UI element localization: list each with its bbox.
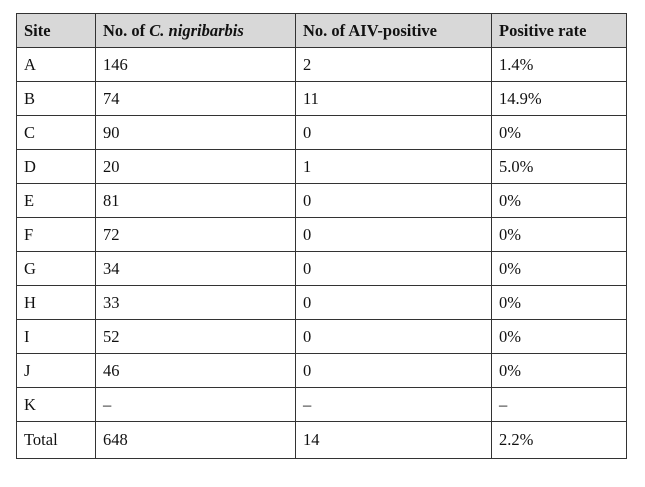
data-table-container: Site No. of C. nigribarbis No. of AIV-po… xyxy=(16,13,627,459)
table-row: E 81 0 0% xyxy=(16,183,627,218)
cell-site: K xyxy=(16,387,96,422)
cell-aiv-positive: 0 xyxy=(295,183,492,218)
table-row: J 46 0 0% xyxy=(16,353,627,388)
cell-site: C xyxy=(16,115,96,150)
cell-positive-rate: – xyxy=(491,387,627,422)
cell-count: 90 xyxy=(95,115,296,150)
cell-count: 72 xyxy=(95,217,296,252)
table-row: G 34 0 0% xyxy=(16,251,627,286)
cell-positive-rate: 0% xyxy=(491,251,627,286)
cell-count: 34 xyxy=(95,251,296,286)
table-row: K – – – xyxy=(16,387,627,422)
cell-count: 46 xyxy=(95,353,296,388)
cell-site: F xyxy=(16,217,96,252)
header-count-prefix: No. of xyxy=(103,20,150,40)
header-site: Site xyxy=(16,13,96,48)
cell-aiv-positive: 0 xyxy=(295,251,492,286)
table-row: I 52 0 0% xyxy=(16,319,627,354)
cell-site: A xyxy=(16,47,96,82)
header-count-species: C. nigribarbis xyxy=(149,20,244,40)
cell-site: J xyxy=(16,353,96,388)
cell-positive-rate: 2.2% xyxy=(491,421,627,459)
cell-positive-rate: 0% xyxy=(491,353,627,388)
cell-aiv-positive: 0 xyxy=(295,319,492,354)
cell-count: 648 xyxy=(95,421,296,459)
cell-count: 20 xyxy=(95,149,296,184)
header-row: Site No. of C. nigribarbis No. of AIV-po… xyxy=(16,13,627,48)
table-row: A 146 2 1.4% xyxy=(16,47,627,82)
total-row: Total 648 14 2.2% xyxy=(16,421,627,459)
header-aiv-positive: No. of AIV-positive xyxy=(295,13,492,48)
cell-site: H xyxy=(16,285,96,320)
table-row: F 72 0 0% xyxy=(16,217,627,252)
cell-positive-rate: 0% xyxy=(491,285,627,320)
cell-aiv-positive: 2 xyxy=(295,47,492,82)
cell-aiv-positive: 14 xyxy=(295,421,492,459)
cell-count: 33 xyxy=(95,285,296,320)
cell-aiv-positive: 0 xyxy=(295,115,492,150)
cell-count: 81 xyxy=(95,183,296,218)
cell-aiv-positive: 11 xyxy=(295,81,492,116)
cell-site: D xyxy=(16,149,96,184)
cell-positive-rate: 14.9% xyxy=(491,81,627,116)
cell-site: Total xyxy=(16,421,96,459)
cell-positive-rate: 0% xyxy=(491,217,627,252)
cell-aiv-positive: 0 xyxy=(295,353,492,388)
table-body: A 146 2 1.4% B 74 11 14.9% C 90 0 0% D 20 1 5.0% E 81 0 0% F… xyxy=(16,47,627,459)
cell-site: E xyxy=(16,183,96,218)
cell-aiv-positive: – xyxy=(295,387,492,422)
cell-positive-rate: 0% xyxy=(491,319,627,354)
cell-count: 146 xyxy=(95,47,296,82)
cell-positive-rate: 1.4% xyxy=(491,47,627,82)
cell-site: I xyxy=(16,319,96,354)
table-row: D 20 1 5.0% xyxy=(16,149,627,184)
cell-positive-rate: 5.0% xyxy=(491,149,627,184)
table-row: B 74 11 14.9% xyxy=(16,81,627,116)
aiv-surveillance-table: Site No. of C. nigribarbis No. of AIV-po… xyxy=(16,13,627,459)
table-header: Site No. of C. nigribarbis No. of AIV-po… xyxy=(16,13,627,48)
cell-aiv-positive: 0 xyxy=(295,285,492,320)
cell-site: G xyxy=(16,251,96,286)
table-row: C 90 0 0% xyxy=(16,115,627,150)
cell-aiv-positive: 1 xyxy=(295,149,492,184)
cell-site: B xyxy=(16,81,96,116)
cell-count: – xyxy=(95,387,296,422)
cell-count: 52 xyxy=(95,319,296,354)
header-count: No. of C. nigribarbis xyxy=(95,13,296,48)
cell-aiv-positive: 0 xyxy=(295,217,492,252)
cell-positive-rate: 0% xyxy=(491,115,627,150)
cell-positive-rate: 0% xyxy=(491,183,627,218)
cell-count: 74 xyxy=(95,81,296,116)
header-positive-rate: Positive rate xyxy=(491,13,627,48)
table-row: H 33 0 0% xyxy=(16,285,627,320)
